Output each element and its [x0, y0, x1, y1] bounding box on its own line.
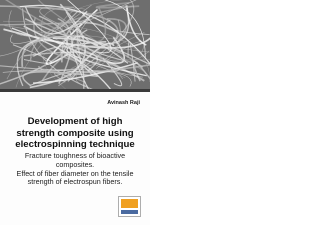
fiber	[22, 8, 94, 91]
fiber	[0, 62, 120, 73]
text-line: Development of high	[27, 116, 123, 127]
subtitle: Fracture toughness of bioactive composite…	[0, 151, 150, 187]
title: Development of high strength composite us…	[0, 116, 150, 151]
author: Avinash Raji	[107, 100, 140, 106]
text-line: composites.	[55, 159, 95, 169]
fiber	[4, 25, 124, 80]
fiber	[30, 5, 134, 62]
fiber	[0, 5, 119, 46]
text-line: Effect of fiber diameter on the tensile	[16, 168, 134, 178]
fiber	[72, 14, 150, 53]
text-line: strength of electrospun fibers.	[27, 177, 123, 187]
fiber	[52, 37, 99, 47]
logo-mark	[121, 199, 138, 208]
fiber	[8, 10, 50, 37]
fiber	[22, 71, 98, 87]
fiber	[41, 45, 144, 82]
fiber	[33, 62, 139, 84]
fiber	[12, 44, 53, 65]
fiber	[3, 20, 150, 82]
text-line: electrospinning technique	[15, 139, 135, 150]
fiber	[37, 0, 145, 72]
text-line: strength composite using	[16, 127, 134, 139]
fiber	[67, 59, 150, 79]
cover-image	[0, 0, 150, 92]
fibers	[0, 0, 150, 92]
publisher-logo	[118, 196, 141, 217]
fiber	[41, 7, 86, 44]
fiber	[127, 41, 136, 82]
logo-bar	[121, 210, 138, 214]
fiber	[15, 7, 77, 88]
fiber	[24, 6, 88, 35]
fiber	[23, 51, 99, 71]
fiber	[39, 6, 83, 35]
fiber	[19, 4, 150, 65]
book-cover: Avinash Raji Development of high strength…	[0, 0, 150, 225]
fiber	[67, 0, 112, 54]
image-edge	[0, 89, 150, 92]
text-line: Fracture toughness of bioactive	[24, 151, 126, 160]
fiber	[11, 27, 113, 91]
fiber	[76, 29, 83, 71]
fiber	[16, 35, 77, 87]
